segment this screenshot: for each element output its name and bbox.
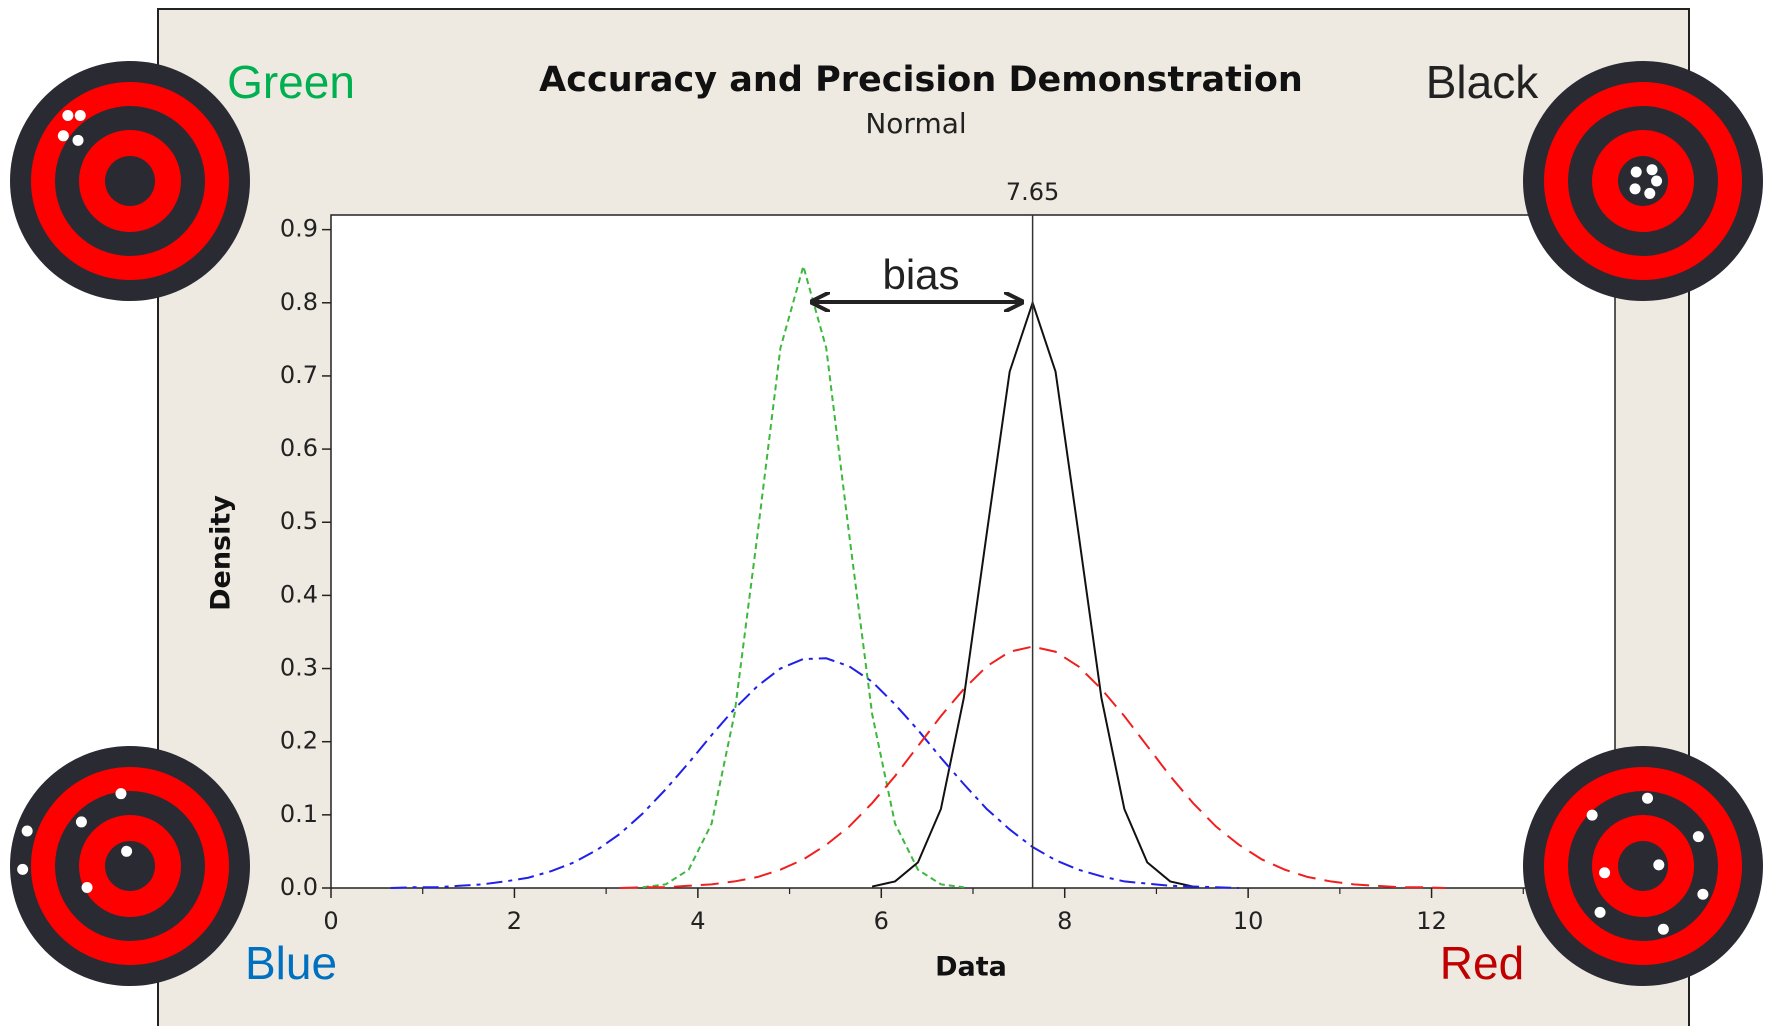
x-tick-label: 0 bbox=[323, 907, 338, 935]
y-tick-label: 0.2 bbox=[280, 727, 318, 755]
target-ring bbox=[1618, 841, 1668, 891]
x-tick-label: 2 bbox=[507, 907, 522, 935]
x-axis-label: Data bbox=[935, 952, 1007, 983]
target-hit bbox=[1630, 166, 1642, 178]
axes: 0.0 0.1 0.2 0.3 0.4 0.5 0.6 0.7 0.8 0.9 0 2 4 6 8 10 12 7… bbox=[280, 178, 1524, 935]
target-hit bbox=[1586, 809, 1598, 821]
target-hit bbox=[75, 816, 87, 828]
target-ring bbox=[105, 841, 155, 891]
target-hit bbox=[81, 881, 93, 893]
target-hit bbox=[1657, 923, 1669, 935]
target-hit bbox=[62, 109, 74, 121]
y-tick-label: 0.5 bbox=[280, 507, 318, 535]
x-tick-label: 4 bbox=[690, 907, 705, 935]
reference-label: 7.65 bbox=[1006, 178, 1059, 206]
curve bbox=[390, 657, 1240, 889]
x-tick-label: 10 bbox=[1233, 907, 1264, 935]
target-hit bbox=[1651, 175, 1663, 187]
y-tick-label: 0.3 bbox=[280, 654, 318, 682]
y-tick-label: 0.0 bbox=[280, 873, 318, 901]
target-hit bbox=[1644, 187, 1656, 199]
curve bbox=[619, 645, 1446, 889]
target-hit bbox=[1642, 792, 1654, 804]
x-tick-label: 6 bbox=[874, 907, 889, 935]
target-hit bbox=[121, 845, 133, 857]
x-tick-label: 12 bbox=[1416, 907, 1447, 935]
target-hit bbox=[21, 825, 33, 837]
target-hit bbox=[17, 863, 29, 875]
plot-area bbox=[330, 214, 1616, 889]
y-axis-label: Density bbox=[206, 495, 237, 611]
target-hit bbox=[57, 130, 69, 142]
series-label: Black bbox=[1426, 56, 1539, 108]
series-label: Blue bbox=[245, 937, 337, 989]
target-hit bbox=[1629, 183, 1641, 195]
target-hit bbox=[1653, 859, 1665, 871]
target-hit bbox=[1692, 831, 1704, 843]
y-tick-label: 0.7 bbox=[280, 361, 318, 389]
target-hit bbox=[1594, 906, 1606, 918]
x-tick-label: 8 bbox=[1057, 907, 1072, 935]
chart-title: Accuracy and Precision Demonstration bbox=[539, 60, 1303, 100]
target-hit bbox=[74, 109, 86, 121]
bias-annotation: bias bbox=[882, 251, 959, 298]
targets: Green Black Blue Red bbox=[10, 56, 1763, 989]
target-hit bbox=[1646, 164, 1658, 176]
target-hit bbox=[72, 134, 84, 146]
chart-subtitle: Normal bbox=[865, 107, 966, 140]
y-tick-label: 0.8 bbox=[280, 288, 318, 316]
y-tick-label: 0.1 bbox=[280, 800, 318, 828]
target-hit bbox=[1599, 867, 1611, 879]
target-hit bbox=[1697, 888, 1709, 900]
target-hit bbox=[115, 788, 127, 800]
series-label: Green bbox=[227, 56, 355, 108]
y-tick-label: 0.4 bbox=[280, 580, 318, 608]
y-tick-label: 0.6 bbox=[280, 434, 318, 462]
y-tick-label: 0.9 bbox=[280, 215, 318, 243]
series-label: Red bbox=[1440, 937, 1524, 989]
target-ring bbox=[105, 156, 155, 206]
